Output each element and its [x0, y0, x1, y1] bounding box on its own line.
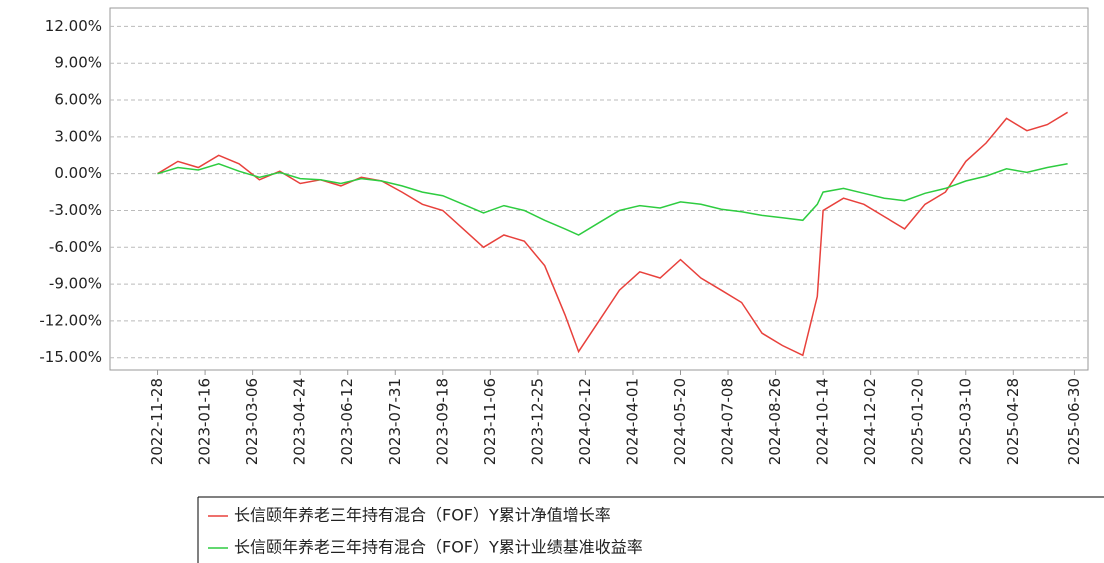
x-tick-label: 2025-01-20	[909, 378, 927, 465]
x-tick-label: 2025-03-10	[956, 378, 974, 465]
y-tick-label: 9.00%	[54, 54, 102, 72]
x-tick-label: 2022-11-28	[148, 378, 166, 465]
series-line	[158, 112, 1068, 355]
x-tick-label: 2023-03-06	[243, 378, 261, 465]
x-tick-label: 2023-11-06	[481, 378, 499, 465]
x-tick-label: 2024-12-02	[861, 378, 879, 465]
x-tick-label: 2023-09-18	[433, 378, 451, 465]
x-tick-label: 2023-06-12	[338, 378, 356, 465]
x-tick-label: 2024-08-26	[766, 378, 784, 465]
legend-label: 长信颐年养老三年持有混合（FOF）Y累计业绩基准收益率	[234, 538, 643, 557]
x-tick-label: 2024-10-14	[814, 378, 832, 465]
y-tick-label: -15.00%	[39, 348, 102, 366]
x-tick-label: 2024-02-12	[576, 378, 594, 465]
x-tick-label: 2025-06-30	[1065, 378, 1083, 465]
legend-label: 长信颐年养老三年持有混合（FOF）Y累计净值增长率	[234, 506, 611, 525]
x-tick-label: 2023-12-25	[528, 378, 546, 465]
x-tick-label: 2024-07-08	[719, 378, 737, 465]
y-tick-label: -12.00%	[39, 311, 102, 329]
x-tick-label: 2023-07-31	[386, 378, 404, 465]
y-tick-label: -3.00%	[49, 201, 102, 219]
y-tick-label: 3.00%	[54, 127, 102, 145]
x-tick-label: 2024-05-20	[671, 378, 689, 465]
chart: 12.00% 9.00% 6.00% 3.00% 0.00% -3.00% -6.00% -9…	[0, 0, 1104, 563]
x-tick-label: 2025-04-28	[1004, 378, 1022, 465]
y-tick-label: -6.00%	[49, 238, 102, 256]
x-tick-label: 2023-01-16	[196, 378, 214, 465]
x-tick-label: 2023-04-24	[291, 378, 309, 465]
y-tick-label: 0.00%	[54, 164, 102, 182]
y-tick-label: -9.00%	[49, 275, 102, 293]
series-line	[158, 164, 1068, 235]
y-tick-label: 12.00%	[45, 17, 102, 35]
x-tick-label: 2024-04-01	[623, 378, 641, 465]
y-tick-label: 6.00%	[54, 91, 102, 109]
